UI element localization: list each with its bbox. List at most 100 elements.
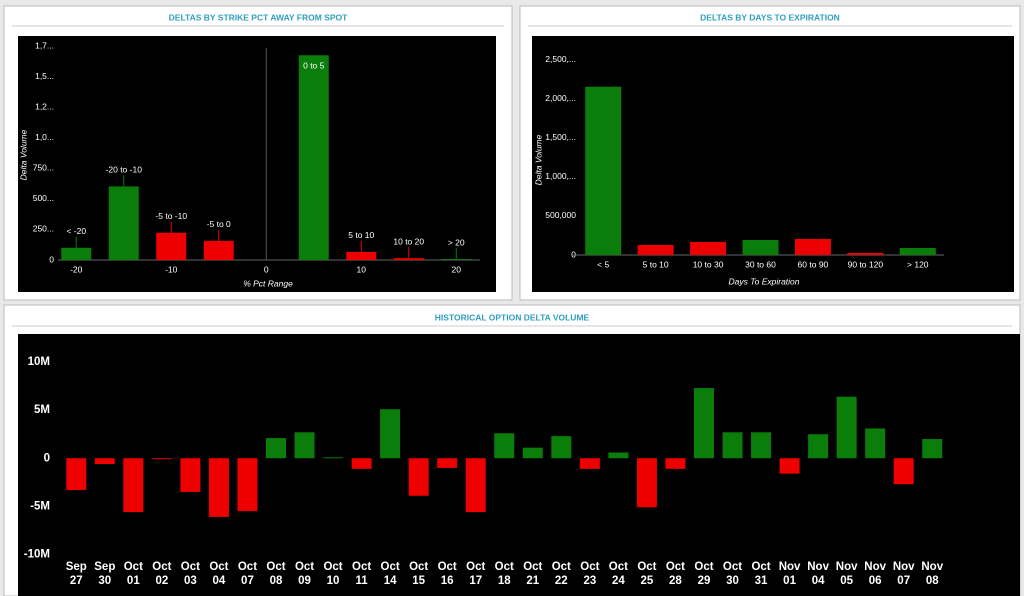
x-tick-label: 20 <box>452 264 462 274</box>
x-tick-label: -10 <box>165 264 178 274</box>
x-tick-label: -20 <box>70 264 83 274</box>
bar <box>636 458 657 508</box>
x-tick-label: Oct 07 <box>238 561 257 587</box>
x-tick-label: 10 <box>357 264 367 274</box>
bar <box>751 432 772 459</box>
x-tick-label: Sep 30 <box>94 561 115 587</box>
bar <box>437 458 458 468</box>
x-tick-label: Oct 21 <box>523 561 542 587</box>
x-tick-label: Oct 24 <box>609 561 628 587</box>
y-tick-label: 750... <box>33 163 54 173</box>
x-tick-label: Nov 06 <box>864 561 886 587</box>
chart-title: DELTAS BY DAYS TO EXPIRATION <box>700 12 840 22</box>
bar <box>847 252 884 255</box>
bar <box>323 457 344 459</box>
y-tick-label: 1,2... <box>35 101 54 111</box>
bar <box>865 428 886 459</box>
x-tick-label: Oct 16 <box>438 561 457 587</box>
bar <box>836 396 857 459</box>
bar <box>156 232 187 260</box>
bar <box>265 438 286 459</box>
chart-title: HISTORICAL OPTION DELTA VOLUME <box>435 312 590 322</box>
bar <box>66 458 87 490</box>
x-tick-label: 0 <box>264 264 269 274</box>
bar <box>108 186 139 260</box>
bar <box>346 251 377 260</box>
bar-label: -5 to -10 <box>155 211 187 221</box>
x-tick-label: 30 to 60 <box>745 259 776 269</box>
x-tick-label: > 120 <box>907 259 929 269</box>
bar <box>585 86 622 256</box>
bar <box>465 458 486 513</box>
bar <box>693 388 714 459</box>
bar <box>608 452 629 459</box>
x-tick-label: Oct 11 <box>352 561 371 587</box>
x-tick-label: 5 to 10 <box>643 259 669 269</box>
x-tick-label: Oct 03 <box>181 561 200 587</box>
y-tick-label: 1,5... <box>35 71 54 81</box>
y-axis-title: Delta Volume <box>533 134 543 185</box>
x-tick-label: Oct 18 <box>495 561 514 587</box>
y-tick-label: -5M <box>30 500 50 512</box>
x-tick-label: Oct 02 <box>152 561 171 587</box>
x-tick-label: Nov 07 <box>893 561 915 587</box>
bar <box>298 55 329 261</box>
chart-title: DELTAS BY STRIKE PCT AWAY FROM SPOT <box>169 12 348 22</box>
x-tick-label: Nov 08 <box>921 561 943 587</box>
bar <box>408 458 429 496</box>
bar <box>151 458 172 460</box>
bar <box>61 247 92 260</box>
bar <box>637 245 674 255</box>
bar <box>779 458 800 474</box>
y-tick-label: 0 <box>571 249 576 259</box>
bar <box>180 458 201 492</box>
bar <box>123 458 144 513</box>
bar-label: 10 to 20 <box>393 236 424 246</box>
bar <box>899 247 936 255</box>
bar <box>203 240 234 260</box>
x-tick-label: Oct 31 <box>751 561 770 587</box>
x-tick-label: Oct 30 <box>723 561 742 587</box>
bar-label: 0 to 5 <box>303 60 325 70</box>
bar <box>808 434 829 459</box>
bar <box>665 458 686 469</box>
x-tick-label: Oct 23 <box>580 561 599 587</box>
bar <box>922 439 943 459</box>
bar <box>722 432 743 459</box>
bar <box>380 409 401 459</box>
y-tick-label: 1,7... <box>35 40 54 50</box>
y-tick-label: 500,000 <box>545 210 576 220</box>
y-tick-label: 0 <box>44 452 50 464</box>
bar <box>579 458 600 469</box>
bar <box>351 458 372 469</box>
bar <box>690 241 727 255</box>
y-tick-label: 2,500,... <box>545 54 576 64</box>
x-tick-label: Oct 10 <box>323 561 342 587</box>
x-tick-label: Oct 01 <box>124 561 143 587</box>
y-tick-label: 1,500,... <box>545 132 576 142</box>
x-tick-label: Oct 25 <box>637 561 656 587</box>
x-tick-label: Oct 22 <box>552 561 571 587</box>
y-tick-label: 0 <box>49 254 54 264</box>
bar-label: > 20 <box>448 237 465 247</box>
x-tick-label: Nov 05 <box>836 561 858 587</box>
x-axis-title: Days To Expiration <box>728 276 799 286</box>
x-tick-label: 90 to 120 <box>848 259 884 269</box>
bar <box>551 436 572 459</box>
x-tick-label: Oct 14 <box>381 561 400 587</box>
bar <box>94 458 115 465</box>
bar-label: -20 to -10 <box>106 165 143 175</box>
bar <box>208 458 229 517</box>
x-tick-label: Nov 04 <box>807 561 829 587</box>
x-tick-label: Oct 04 <box>209 561 228 587</box>
bar <box>393 258 424 260</box>
y-tick-label: 2,000,... <box>545 93 576 103</box>
bar <box>522 447 543 459</box>
bar-label: 5 to 10 <box>348 230 374 240</box>
bar <box>294 432 315 459</box>
x-tick-label: Nov 01 <box>779 561 801 587</box>
x-tick-label: 10 to 30 <box>693 259 724 269</box>
x-tick-label: Oct 09 <box>295 561 314 587</box>
x-tick-label: Oct 08 <box>266 561 285 587</box>
